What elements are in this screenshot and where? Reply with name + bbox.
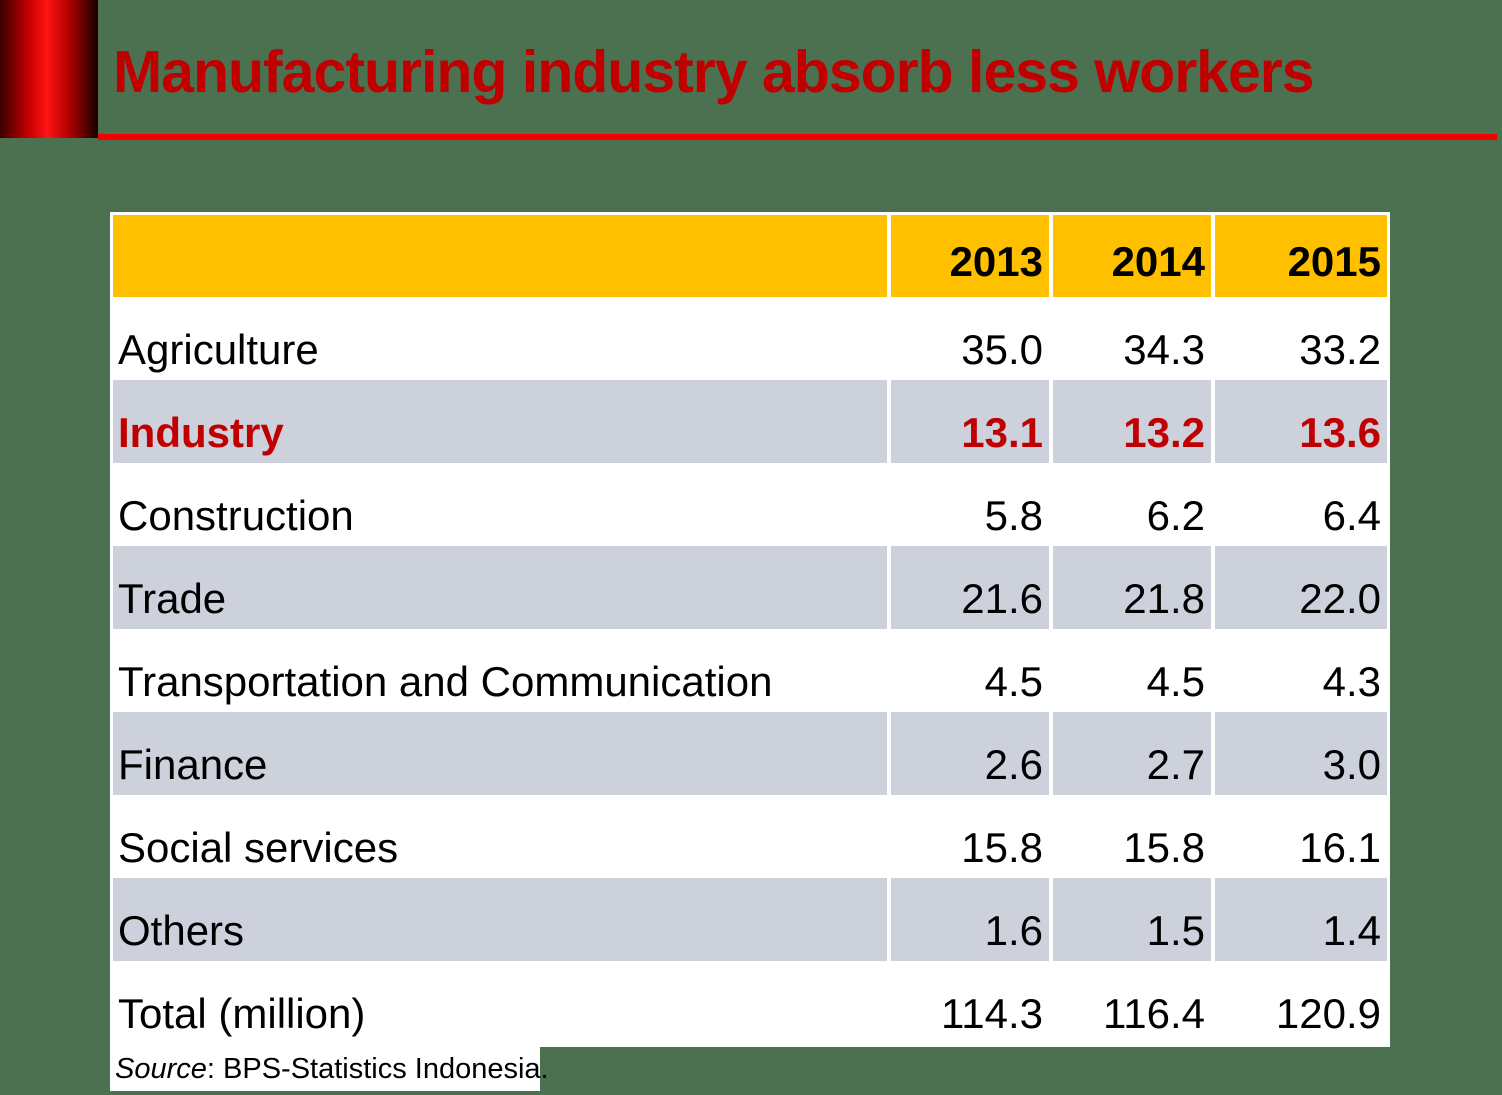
row-value: 4.5 — [891, 629, 1049, 712]
table-row: Agriculture 35.0 34.3 33.2 — [113, 297, 1387, 380]
header-cell-year: 2013 — [891, 215, 1049, 297]
row-label: Finance — [113, 712, 887, 795]
header-cell-year: 2014 — [1053, 215, 1211, 297]
row-label: Social services — [113, 795, 887, 878]
row-value: 13.2 — [1053, 380, 1211, 463]
table-row: Construction 5.8 6.2 6.4 — [113, 463, 1387, 546]
row-value: 3.0 — [1215, 712, 1387, 795]
row-value: 2.7 — [1053, 712, 1211, 795]
row-value: 21.6 — [891, 546, 1049, 629]
row-label: Construction — [113, 463, 887, 546]
row-value: 2.6 — [891, 712, 1049, 795]
row-value: 13.1 — [891, 380, 1049, 463]
row-value: 16.1 — [1215, 795, 1387, 878]
decorative-red-bar — [0, 0, 98, 138]
table-row: Social services 15.8 15.8 16.1 — [113, 795, 1387, 878]
row-label: Agriculture — [113, 297, 887, 380]
source-text: : BPS-Statistics Indonesia. — [206, 1052, 549, 1085]
row-value: 22.0 — [1215, 546, 1387, 629]
row-value: 33.2 — [1215, 297, 1387, 380]
row-value: 1.6 — [891, 878, 1049, 961]
row-value: 114.3 — [891, 961, 1049, 1044]
row-value: 15.8 — [891, 795, 1049, 878]
row-value: 15.8 — [1053, 795, 1211, 878]
row-label: Trade — [113, 546, 887, 629]
title-underline-rule — [98, 134, 1497, 140]
row-label: Others — [113, 878, 887, 961]
table-row-industry-highlighted: Industry 13.1 13.2 13.6 — [113, 380, 1387, 463]
row-value: 21.8 — [1053, 546, 1211, 629]
row-label: Total (million) — [113, 961, 887, 1044]
table-row: Transportation and Communication 4.5 4.5… — [113, 629, 1387, 712]
row-value: 1.5 — [1053, 878, 1211, 961]
data-table: 2013 2014 2015 Agriculture 35.0 34.3 33.… — [110, 212, 1390, 1047]
row-value: 34.3 — [1053, 297, 1211, 380]
row-value: 13.6 — [1215, 380, 1387, 463]
header-cell-year: 2015 — [1215, 215, 1387, 297]
row-value: 4.3 — [1215, 629, 1387, 712]
row-label: Industry — [113, 380, 887, 463]
table-row: Others 1.6 1.5 1.4 — [113, 878, 1387, 961]
page-title: Manufacturing industry absorb less worke… — [113, 39, 1315, 105]
row-label: Transportation and Communication — [113, 629, 887, 712]
row-value: 1.4 — [1215, 878, 1387, 961]
source-note: Source: BPS-Statistics Indonesia. — [110, 1047, 549, 1091]
table-row: Finance 2.6 2.7 3.0 — [113, 712, 1387, 795]
row-value: 6.4 — [1215, 463, 1387, 546]
table-row: Trade 21.6 21.8 22.0 — [113, 546, 1387, 629]
row-value: 120.9 — [1215, 961, 1387, 1044]
row-value: 6.2 — [1053, 463, 1211, 546]
table-row-total: Total (million) 114.3 116.4 120.9 — [113, 961, 1387, 1044]
source-label: Source — [115, 1052, 207, 1085]
header-cell-empty — [113, 215, 887, 297]
row-value: 35.0 — [891, 297, 1049, 380]
row-value: 5.8 — [891, 463, 1049, 546]
table-header-row: 2013 2014 2015 — [113, 215, 1387, 297]
row-value: 4.5 — [1053, 629, 1211, 712]
row-value: 116.4 — [1053, 961, 1211, 1044]
